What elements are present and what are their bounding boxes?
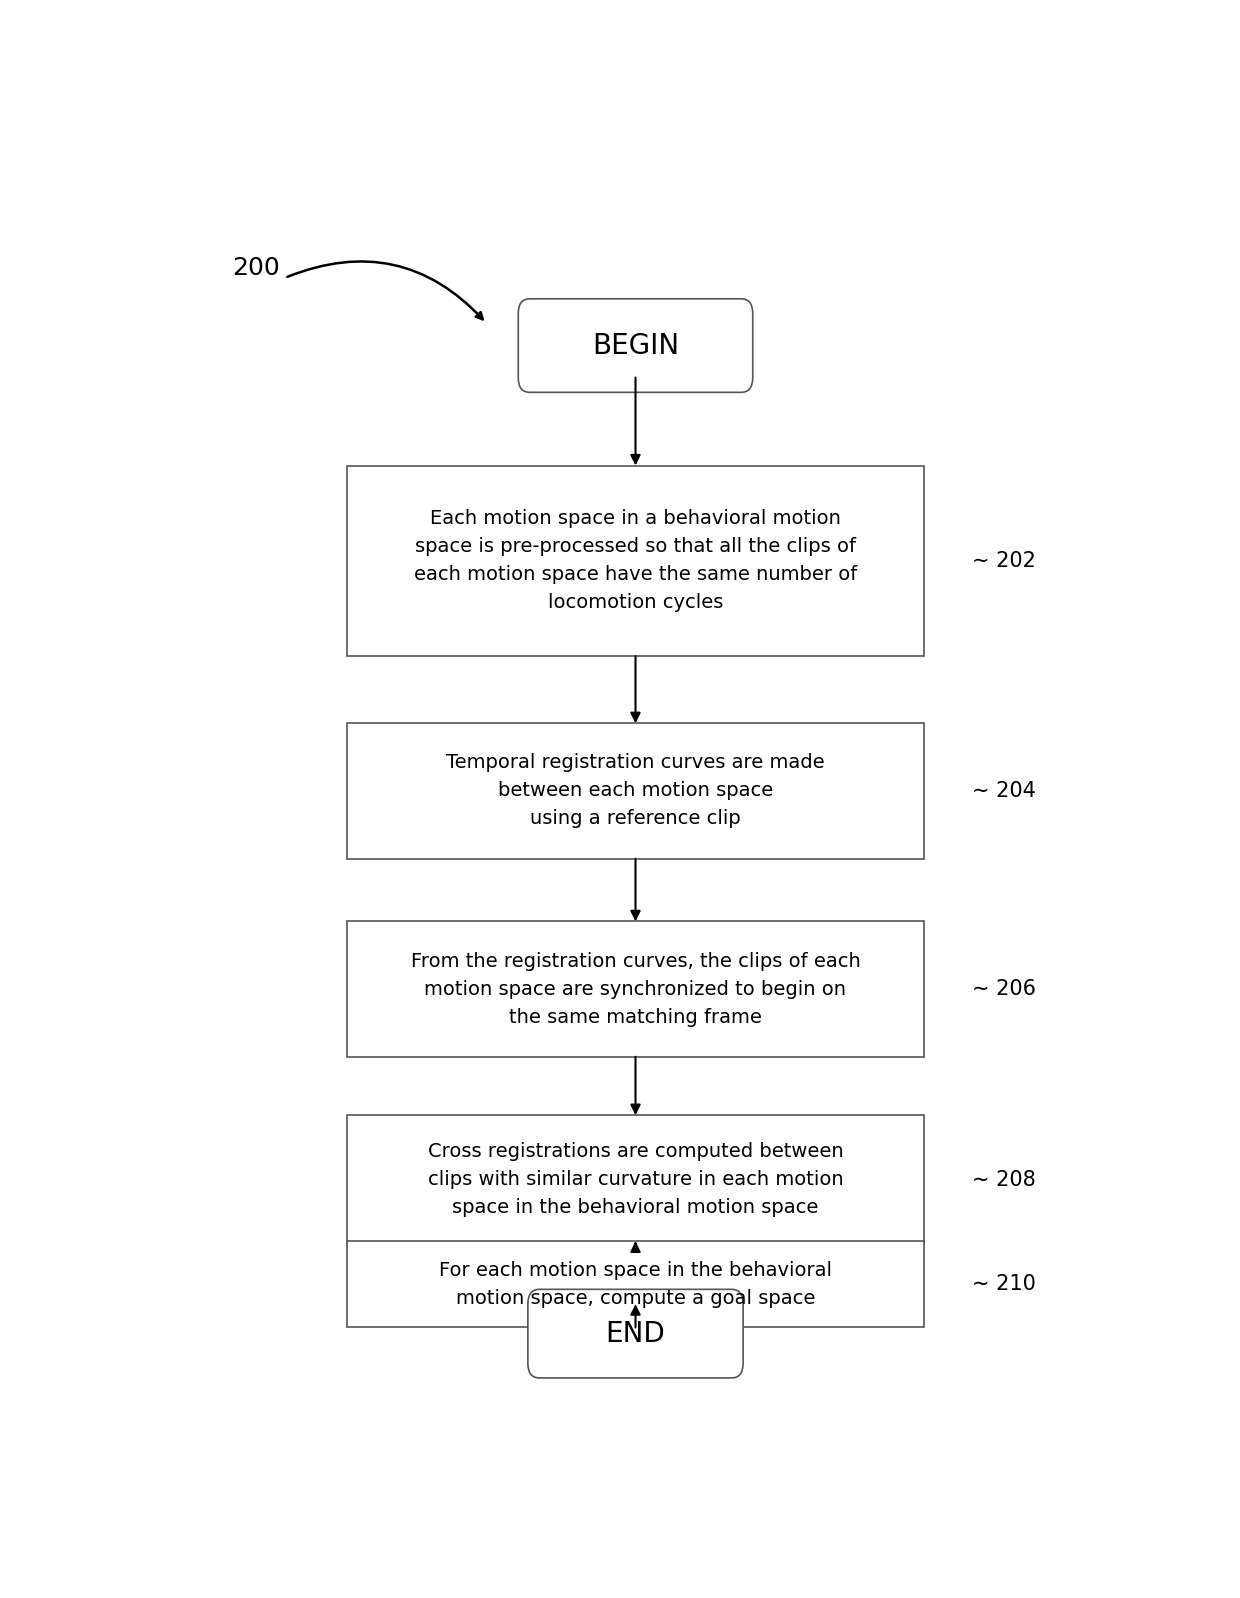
- Text: ∼ 208: ∼ 208: [972, 1170, 1035, 1191]
- Text: ∼ 206: ∼ 206: [972, 980, 1035, 999]
- FancyBboxPatch shape: [518, 299, 753, 393]
- Text: Each motion space in a behavioral motion
space is pre-processed so that all the : Each motion space in a behavioral motion…: [414, 510, 857, 612]
- Bar: [347, 1115, 924, 1245]
- Bar: [347, 922, 924, 1056]
- Text: Temporal registration curves are made
between each motion space
using a referenc: Temporal registration curves are made be…: [446, 754, 825, 828]
- Bar: [347, 1242, 924, 1328]
- Text: BEGIN: BEGIN: [591, 331, 680, 360]
- Text: ∼ 210: ∼ 210: [972, 1275, 1035, 1294]
- Text: END: END: [605, 1320, 666, 1347]
- Text: For each motion space in the behavioral
motion space, compute a goal space: For each motion space in the behavioral …: [439, 1261, 832, 1307]
- Text: Cross registrations are computed between
clips with similar curvature in each mo: Cross registrations are computed between…: [428, 1143, 843, 1218]
- Text: ∼ 202: ∼ 202: [972, 551, 1035, 570]
- Text: From the registration curves, the clips of each
motion space are synchronized to: From the registration curves, the clips …: [410, 951, 861, 1026]
- FancyArrowPatch shape: [288, 262, 482, 320]
- Bar: [347, 724, 924, 858]
- Bar: [347, 465, 924, 657]
- Text: ∼ 204: ∼ 204: [972, 781, 1035, 801]
- Text: 200: 200: [232, 256, 280, 280]
- FancyBboxPatch shape: [528, 1290, 743, 1377]
